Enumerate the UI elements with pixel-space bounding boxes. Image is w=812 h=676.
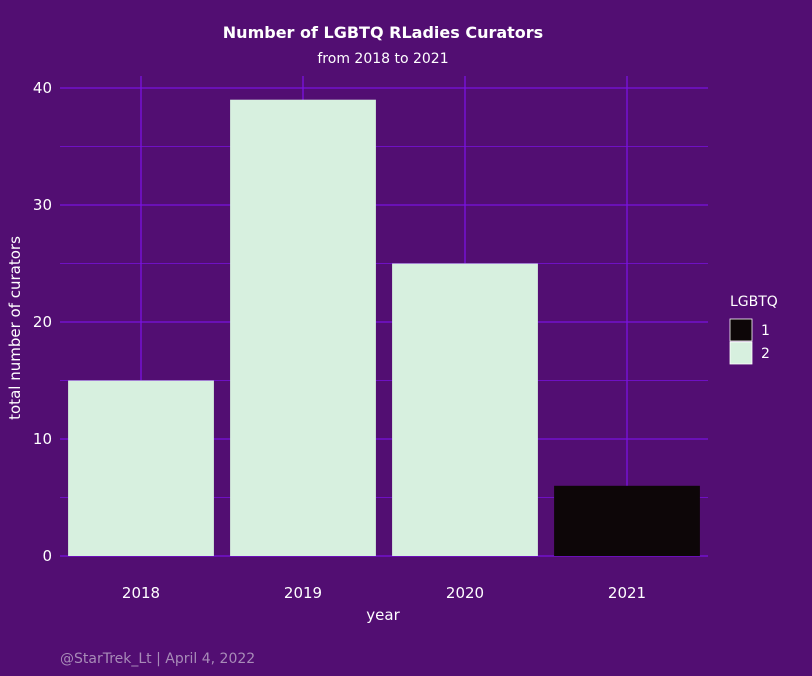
y-tick-label: 10 [33, 430, 52, 448]
y-tick-label: 0 [42, 547, 52, 565]
y-tick-labels: 0 10 20 30 40 [33, 79, 52, 565]
y-tick-label: 30 [33, 196, 52, 214]
bar-2018 [68, 380, 214, 556]
chart-title: Number of LGBTQ RLadies Curators [223, 23, 543, 42]
bar-2020 [392, 263, 538, 556]
x-tick-label: 2021 [608, 584, 646, 602]
x-tick-label: 2020 [446, 584, 484, 602]
x-axis-label: year [366, 606, 400, 624]
x-tick-label: 2018 [122, 584, 160, 602]
legend-key-2 [729, 341, 753, 365]
y-tick-label: 40 [33, 79, 52, 97]
legend-title: LGBTQ [730, 294, 778, 310]
legend: LGBTQ 1 2 [729, 294, 778, 365]
caption: @StarTrek_Lt | April 4, 2022 [60, 651, 255, 667]
legend-key-1 [729, 318, 753, 342]
bars [68, 99, 700, 556]
chart-subtitle: from 2018 to 2021 [317, 51, 448, 67]
bar-2019 [230, 99, 376, 556]
bar-2021 [554, 485, 700, 556]
x-tick-label: 2019 [284, 584, 322, 602]
y-axis-label: total number of curators [6, 236, 24, 420]
x-tick-labels: 2018 2019 2020 2021 [122, 584, 646, 602]
y-tick-label: 20 [33, 313, 52, 331]
legend-label-1: 1 [761, 323, 770, 339]
legend-label-2: 2 [761, 346, 770, 362]
